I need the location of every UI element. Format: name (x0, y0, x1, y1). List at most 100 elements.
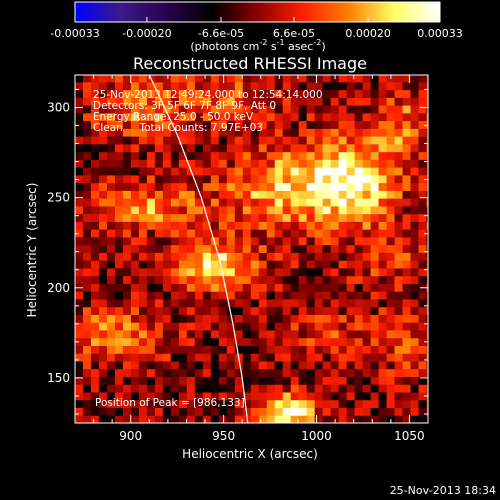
heatmap-cell (426, 128, 428, 137)
heatmap-cell (114, 81, 124, 91)
heatmap-cell (98, 384, 108, 393)
heatmap-cell (210, 190, 220, 199)
heatmap-cell (75, 89, 84, 98)
heatmap-cell (298, 97, 308, 106)
heatmap-cell (218, 298, 228, 308)
heatmap-cell (114, 151, 124, 160)
heatmap-cell (338, 159, 348, 168)
heatmap-cell (306, 151, 316, 160)
heatmap-cell (98, 407, 108, 416)
heatmap-cell (418, 384, 428, 393)
heatmap-cell (274, 136, 284, 145)
heatmap-cell (98, 267, 108, 277)
heatmap-cell (98, 167, 108, 176)
heatmap-cell (418, 221, 428, 230)
heatmap-cell (90, 143, 100, 153)
heatmap-cell (402, 167, 412, 176)
heatmap-cell (210, 353, 220, 362)
heatmap-cell (362, 391, 372, 401)
heatmap-cell (338, 337, 348, 346)
heatmap-cell (218, 89, 228, 98)
heatmap-cell (346, 244, 356, 253)
heatmap-cell (282, 136, 292, 145)
heatmap-cell (426, 75, 428, 83)
heatmap-cell (130, 136, 140, 145)
heatmap-cell (298, 298, 308, 308)
heatmap-cell (322, 306, 332, 315)
heatmap-cell (138, 81, 148, 91)
heatmap-cell (402, 229, 412, 238)
heatmap-cell (210, 182, 220, 191)
heatmap-cell (138, 120, 148, 129)
heatmap-cell (338, 306, 348, 315)
heatmap-cell (418, 260, 428, 269)
heatmap-cell (234, 182, 244, 191)
heatmap-cell (386, 97, 396, 106)
heatmap-cell (354, 391, 364, 401)
heatmap-cell (178, 182, 188, 191)
heatmap-cell (258, 244, 268, 253)
heatmap-cell (202, 136, 212, 145)
heatmap-cell (274, 353, 284, 362)
heatmap-cell (122, 221, 132, 230)
heatmap-cell (426, 221, 428, 230)
heatmap-cell (146, 260, 156, 269)
heatmap-cell (378, 267, 388, 277)
heatmap-cell (258, 275, 268, 284)
heatmap-cell (186, 89, 196, 98)
heatmap-cell (346, 174, 356, 184)
heatmap-cell (210, 120, 220, 129)
heatmap-cell (114, 198, 124, 207)
heatmap-cell (90, 105, 100, 114)
heatmap-cell (138, 283, 148, 292)
heatmap-cell (90, 368, 100, 377)
heatmap-cell (402, 337, 412, 346)
heatmap-cell (338, 345, 348, 354)
heatmap-cell (186, 174, 196, 184)
heatmap-cell (370, 167, 380, 176)
heatmap-cell (394, 391, 404, 401)
heatmap-cell (386, 112, 396, 122)
heatmap-cell (426, 407, 428, 416)
heatmap-cell (330, 368, 340, 377)
heatmap-cell (210, 384, 220, 393)
heatmap-cell (386, 120, 396, 129)
heatmap-cell (418, 337, 428, 346)
heatmap-cell (242, 229, 252, 238)
heatmap-cell (90, 391, 100, 401)
heatmap-cell (338, 322, 348, 331)
heatmap-cell (146, 190, 156, 199)
x-tick-label: 1050 (394, 429, 425, 443)
heatmap-cell (114, 174, 124, 184)
heatmap-cell (274, 376, 284, 385)
heatmap-cell (338, 221, 348, 230)
heatmap-cell (314, 322, 324, 331)
heatmap-cell (266, 252, 276, 261)
heatmap-cell (338, 329, 348, 339)
heatmap-cell (362, 105, 372, 114)
heatmap-cell (218, 205, 228, 215)
heatmap-cell (322, 143, 332, 153)
heatmap-cell (322, 391, 332, 401)
heatmap-cell (242, 190, 252, 199)
heatmap-cell (386, 399, 396, 408)
heatmap-cell (178, 368, 188, 377)
heatmap-cell (322, 353, 332, 362)
heatmap-cell (186, 182, 196, 191)
heatmap-cell (282, 345, 292, 354)
heatmap-cell (154, 329, 164, 339)
heatmap-cell (250, 221, 260, 230)
heatmap-cell (394, 112, 404, 122)
heatmap-cell (234, 151, 244, 160)
heatmap-cell (258, 376, 268, 385)
heatmap-cell (338, 97, 348, 106)
heatmap-cell (138, 151, 148, 160)
heatmap-cell (90, 329, 100, 339)
heatmap-cell (370, 252, 380, 261)
heatmap-cell (266, 151, 276, 160)
heatmap-cell (138, 244, 148, 253)
heatmap-cell (210, 322, 220, 331)
heatmap-cell (274, 329, 284, 339)
heatmap-cell (242, 376, 252, 385)
heatmap-cell (346, 291, 356, 300)
